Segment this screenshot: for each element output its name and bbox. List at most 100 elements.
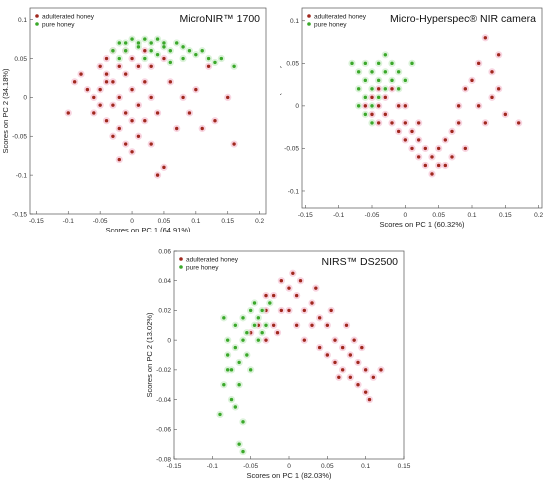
- data-point: [143, 49, 147, 53]
- plot-frame: [29, 7, 267, 215]
- y-tick-label: -0.08: [156, 456, 171, 463]
- data-point: [149, 41, 153, 45]
- data-point: [390, 121, 394, 125]
- plot-micronir: -0.15 -0.1 -0.05 0 0.05 0.1 0.15 0.2 -0.15 -0.1 -0…: [1, 7, 267, 232]
- data-point: [423, 163, 428, 168]
- data-point: [476, 61, 481, 66]
- data-point: [379, 368, 383, 372]
- data-point: [370, 112, 374, 117]
- data-point: [200, 126, 204, 131]
- data-point: [363, 390, 368, 394]
- x-axis-label: Scores on PC 1 (60.32%): [379, 220, 465, 229]
- data-point: [268, 301, 272, 305]
- data-point: [279, 308, 284, 313]
- data-point: [104, 80, 109, 84]
- y-tick-label: 0.06: [158, 248, 171, 255]
- data-point: [356, 87, 361, 91]
- data-point: [287, 308, 291, 313]
- data-point: [213, 60, 217, 65]
- data-point: [66, 111, 70, 115]
- data-point: [271, 323, 276, 327]
- data-point: [143, 56, 147, 61]
- data-point: [175, 126, 179, 131]
- data-point: [483, 121, 488, 125]
- data-point: [136, 103, 141, 107]
- data-point: [356, 360, 360, 365]
- data-point: [348, 375, 353, 379]
- data-point: [111, 80, 115, 84]
- x-tick-label: 0.05: [432, 212, 445, 219]
- data-point: [162, 41, 166, 45]
- data-point: [476, 104, 481, 108]
- data-point: [333, 338, 337, 342]
- y-axis-label: Scores on PC 2 (13.02%): [145, 312, 154, 398]
- data-point: [175, 41, 179, 45]
- data-point: [98, 103, 102, 107]
- data-point: [92, 95, 96, 100]
- data-point: [136, 45, 141, 49]
- data-point: [237, 360, 241, 365]
- data-point: [363, 78, 368, 83]
- data-point: [130, 87, 134, 92]
- chart-title: Micro-Hyperspec® NIR camera: [390, 13, 536, 25]
- data-point: [396, 129, 401, 134]
- data-point: [344, 323, 349, 327]
- y-tick-label: -0.04: [156, 397, 171, 404]
- data-point: [376, 61, 381, 66]
- data-point: [310, 301, 314, 305]
- data-point: [298, 279, 303, 283]
- x-tick-label: 0.15: [398, 463, 411, 470]
- data-point: [219, 56, 224, 61]
- data-point: [356, 104, 361, 108]
- data-point: [396, 87, 401, 91]
- data-point: [248, 308, 253, 313]
- data-point: [390, 87, 394, 91]
- legend-label: adulterated honey: [314, 13, 367, 20]
- y-tick-label: -0.15: [12, 211, 27, 218]
- series-pure: [216, 299, 274, 456]
- data-point: [390, 78, 394, 83]
- y-tick-label: 0.05: [286, 61, 299, 68]
- data-point: [72, 80, 77, 84]
- data-point: [443, 138, 448, 142]
- data-point: [225, 353, 230, 357]
- data-point: [329, 308, 333, 313]
- x-tick-label: 0.15: [221, 218, 234, 225]
- x-tick-label: 0: [287, 463, 291, 470]
- data-point: [383, 87, 388, 91]
- y-tick-label: -0.02: [156, 367, 171, 374]
- data-point: [430, 172, 434, 176]
- data-point: [436, 163, 441, 168]
- data-point: [370, 87, 374, 91]
- legend-marker: [307, 22, 311, 26]
- data-point: [162, 165, 166, 170]
- data-point: [136, 134, 141, 138]
- data-point: [363, 104, 368, 108]
- data-point: [317, 345, 322, 350]
- data-point: [416, 121, 421, 125]
- data-point: [337, 375, 341, 379]
- data-point: [222, 383, 226, 387]
- x-axis-label: Scores on PC 1 (64.91%): [105, 226, 191, 232]
- data-point: [206, 64, 211, 69]
- data-point: [123, 142, 128, 146]
- data-point: [79, 72, 83, 76]
- y-tick-label: 0: [295, 103, 299, 110]
- legend-marker: [307, 14, 311, 18]
- data-point: [104, 72, 109, 76]
- y-tick-label: -0.1: [288, 188, 300, 195]
- plot-background: [302, 8, 542, 208]
- plot-background: [174, 251, 404, 459]
- x-tick-label: -0.15: [167, 463, 182, 470]
- legend-label: pure honey: [186, 264, 219, 271]
- data-point: [260, 308, 264, 313]
- data-point: [317, 316, 322, 320]
- data-point: [376, 87, 381, 91]
- y-tick-label: 0.05: [14, 56, 27, 63]
- x-tick-label: 0.2: [534, 212, 543, 219]
- x-tick-label: 0: [130, 218, 134, 225]
- data-point: [123, 41, 128, 45]
- data-point: [416, 138, 421, 142]
